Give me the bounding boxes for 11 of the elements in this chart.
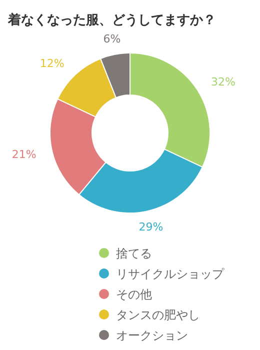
- legend-label: オークション: [116, 328, 188, 342]
- data-label: 21%: [12, 148, 36, 161]
- legend-label: リサイクルショップ: [116, 267, 225, 281]
- data-label: 6%: [103, 32, 121, 46]
- data-label: 12%: [40, 57, 64, 70]
- legend-label: その他: [116, 288, 152, 302]
- data-label: 29%: [138, 220, 164, 234]
- chart-title: 着なくなった服、どうしてますか？: [7, 12, 216, 28]
- legend-label: タンスの肥やし: [116, 308, 200, 322]
- data-label: 32%: [211, 76, 236, 89]
- legend-label: 捨てる: [116, 246, 152, 260]
